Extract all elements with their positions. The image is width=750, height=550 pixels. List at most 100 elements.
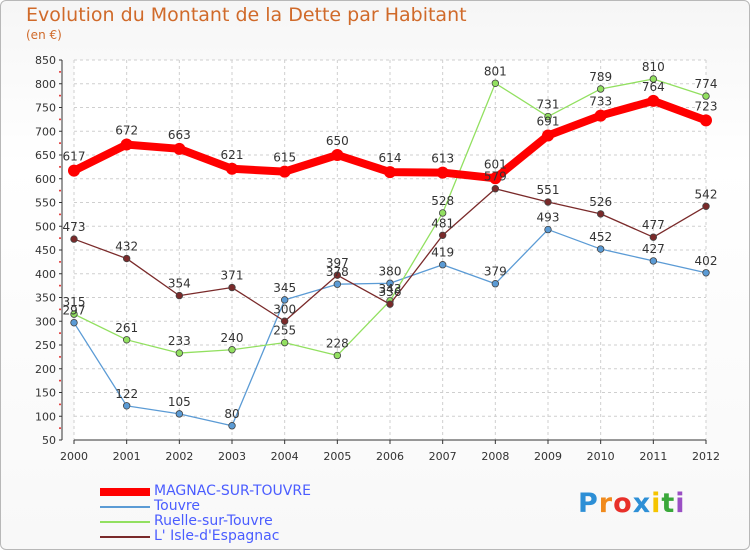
- x-tick-label: 2003: [218, 450, 246, 463]
- data-label: 613: [431, 152, 454, 166]
- data-label: 691: [537, 115, 560, 129]
- data-label: 122: [115, 387, 138, 401]
- y-minor-tick: [59, 142, 61, 145]
- data-label: 481: [431, 216, 454, 230]
- data-point: [436, 166, 449, 179]
- legend-swatch: [100, 520, 150, 523]
- x-tick-label: 2006: [376, 450, 404, 463]
- legend-swatch: [100, 505, 150, 508]
- data-label: 733: [589, 95, 612, 109]
- chart-subtitle: (en €): [26, 28, 62, 42]
- data-label: 528: [431, 194, 454, 208]
- data-point: [278, 165, 291, 178]
- data-label: 621: [221, 148, 244, 162]
- data-label: 493: [537, 211, 560, 225]
- y-minor-tick: [59, 70, 61, 73]
- data-point: [70, 318, 78, 327]
- data-label: 80: [224, 407, 239, 421]
- logo-letter: t: [661, 488, 676, 519]
- data-point: [544, 112, 552, 121]
- data-label: 617: [63, 150, 86, 164]
- data-label: 663: [168, 128, 191, 142]
- data-point: [438, 231, 447, 239]
- data-label: 255: [273, 324, 296, 338]
- data-label: 336: [379, 285, 402, 299]
- y-minor-tick: [59, 403, 61, 406]
- data-point: [489, 172, 502, 185]
- data-point: [333, 280, 342, 288]
- y-tick-label: 700: [35, 125, 56, 138]
- x-tick-label: 2011: [639, 450, 667, 463]
- chart-title: Evolution du Montant de la Dette par Hab…: [26, 4, 467, 26]
- data-label: 379: [484, 265, 507, 279]
- legend-swatch: [100, 535, 150, 538]
- data-label: 601: [484, 157, 507, 171]
- data-label: 397: [326, 256, 349, 270]
- y-tick-label: 600: [35, 173, 56, 186]
- data-point: [438, 261, 447, 269]
- data-label: 615: [273, 151, 296, 165]
- data-label: 240: [221, 331, 244, 345]
- data-label: 526: [589, 195, 612, 209]
- data-point: [173, 142, 186, 155]
- data-point: [702, 269, 710, 277]
- y-minor-tick: [59, 379, 61, 382]
- data-label: 801: [484, 64, 507, 78]
- y-tick-label: 200: [35, 363, 56, 376]
- data-point: [596, 85, 605, 93]
- data-point: [228, 346, 236, 354]
- y-minor-tick: [59, 308, 61, 311]
- data-point: [700, 114, 712, 127]
- y-tick-label: 150: [35, 387, 56, 400]
- legend-label: L' Isle-d'Espagnac: [154, 528, 280, 544]
- data-point: [544, 198, 552, 206]
- data-label: 542: [695, 187, 718, 201]
- data-point: [386, 279, 394, 287]
- data-point: [175, 291, 184, 300]
- data-label: 731: [537, 98, 560, 112]
- x-tick-label: 2000: [60, 450, 88, 463]
- data-label: 432: [115, 240, 138, 254]
- y-minor-tick: [59, 355, 61, 358]
- data-point: [542, 129, 554, 142]
- data-label: 261: [115, 321, 138, 335]
- y-minor-tick: [59, 237, 61, 240]
- logo-letter: o: [613, 488, 633, 519]
- data-point: [70, 235, 78, 243]
- proxiti-logo: Proxiti: [578, 488, 686, 519]
- data-point: [122, 402, 131, 410]
- data-label: 452: [589, 230, 612, 244]
- x-tick-label: 2009: [534, 450, 562, 463]
- data-label: 477: [642, 218, 665, 232]
- data-label: 650: [326, 134, 349, 148]
- y-tick-label: 50: [42, 434, 56, 447]
- x-tick-label: 2001: [113, 450, 141, 463]
- legend-item-magnac: MAGNAC-SUR-TOUVRE: [100, 484, 311, 499]
- data-label: 419: [431, 246, 454, 260]
- y-tick-label: 400: [35, 268, 56, 281]
- legend-label: Ruelle-sur-Touvre: [154, 513, 273, 529]
- legend-item-ruelle: Ruelle-sur-Touvre: [100, 514, 311, 529]
- series-layer: [68, 75, 712, 430]
- grid: [73, 59, 707, 441]
- y-tick-label: 550: [35, 197, 56, 210]
- y-minor-tick: [59, 189, 61, 192]
- data-label: 345: [273, 281, 296, 295]
- y-tick-label: 450: [35, 244, 56, 257]
- data-point: [649, 257, 658, 265]
- data-point: [596, 245, 605, 253]
- legend-label: MAGNAC-SUR-TOUVRE: [154, 483, 311, 499]
- data-label: 297: [63, 304, 86, 318]
- data-label: 789: [589, 70, 612, 84]
- data-label: 810: [642, 60, 665, 74]
- data-label: 354: [168, 277, 191, 291]
- data-point: [491, 280, 500, 288]
- y-minor-tick: [59, 284, 61, 287]
- data-point: [175, 410, 184, 418]
- data-label: 723: [695, 99, 718, 113]
- y-minor-tick: [59, 427, 61, 430]
- y-tick-label: 100: [35, 410, 56, 423]
- data-label: 380: [379, 264, 402, 278]
- data-point: [226, 162, 238, 175]
